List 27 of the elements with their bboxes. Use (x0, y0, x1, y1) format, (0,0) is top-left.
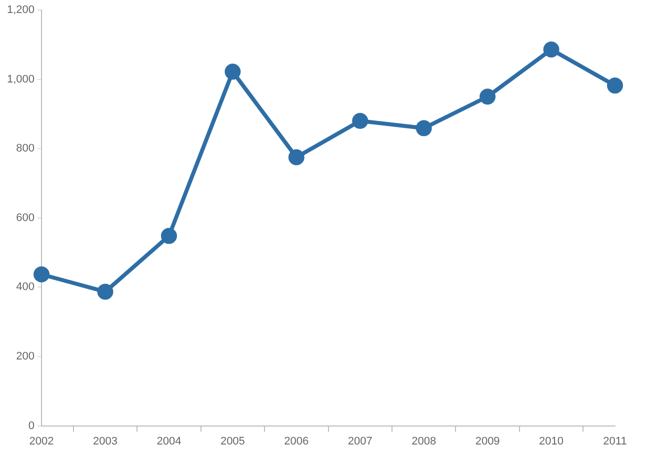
y-tick-label: 1,200 (6, 4, 35, 16)
x-tick-label: 2004 (156, 435, 182, 448)
y-tick-label: 600 (16, 212, 35, 224)
point (607, 78, 623, 94)
y-tick-label: 800 (16, 142, 35, 155)
x-tick-label: 2008 (412, 435, 436, 448)
point (160, 228, 177, 244)
x-tick-label: 2007 (348, 435, 372, 448)
x-tick-label: 2009 (475, 435, 500, 448)
y-tick-label: 0 (28, 420, 35, 432)
point (416, 120, 432, 136)
x-tick-label: 2003 (93, 435, 118, 448)
point (480, 88, 496, 105)
y-tick-label: 200 (16, 350, 35, 363)
x-tick-label: 2005 (220, 435, 245, 448)
point (97, 284, 114, 300)
point (224, 64, 241, 80)
x-tick-label: 2006 (284, 435, 309, 448)
point (288, 149, 304, 166)
y-tick-label: 400 (16, 281, 35, 294)
x-tick-label: 2011 (603, 435, 627, 448)
point (543, 42, 560, 58)
point (34, 266, 50, 282)
y-tick-label: 1,000 (6, 73, 35, 86)
x-tick-label: 2010 (539, 435, 564, 448)
x-tick-label: 2002 (29, 435, 54, 448)
point (352, 112, 368, 129)
